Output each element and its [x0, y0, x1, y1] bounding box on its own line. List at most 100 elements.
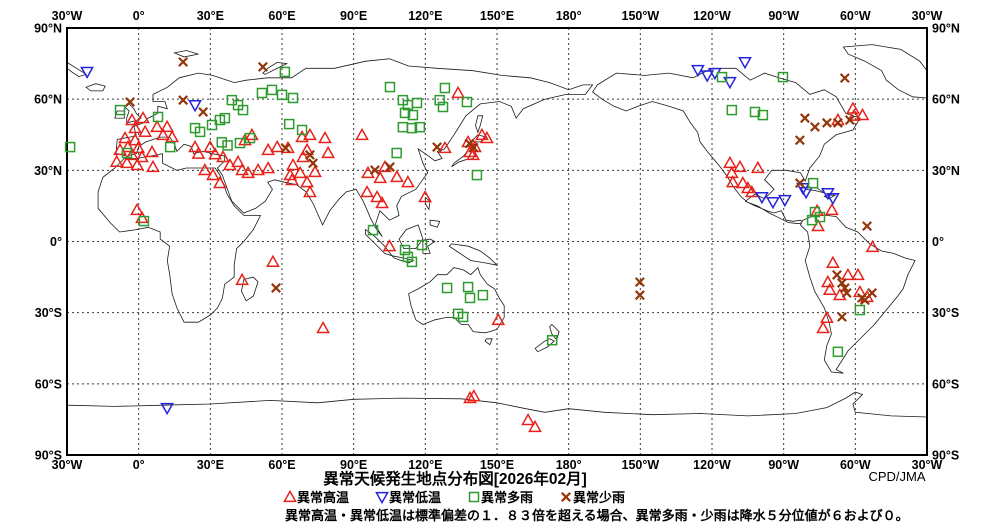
marker-heavy-rain [152, 111, 164, 123]
marker-heavy-rain [138, 215, 150, 227]
lat-tick-label-left: 90°S [35, 449, 62, 463]
marker-high-temp [528, 419, 542, 433]
marker-high-temp [725, 175, 740, 188]
marker-high-temp [370, 190, 384, 203]
lat-tick-label-left: 30°S [35, 306, 62, 320]
marker-high-temp [235, 272, 249, 286]
lon-tick-label-bottom: 90°W [768, 458, 799, 472]
lat-tick-label-right: 90°N [932, 22, 960, 36]
marker-high-temp [825, 202, 839, 216]
marker-high-temp [235, 162, 249, 176]
marker-high-temp [355, 127, 369, 141]
coastline [592, 67, 861, 225]
marker-high-temp [296, 149, 310, 163]
marker-heavy-rain [244, 132, 256, 144]
marker-high-temp [816, 320, 830, 334]
marker-low-rain [257, 61, 268, 72]
marker-heavy-rain [266, 84, 278, 96]
coastline [97, 153, 262, 323]
marker-low-temp [188, 99, 202, 113]
marker-heavy-rain [406, 122, 418, 134]
marker-heavy-rain [399, 244, 411, 256]
marker-heavy-rain [461, 96, 473, 108]
marker-high-temp [208, 147, 222, 160]
anomaly-markers-layer [64, 56, 880, 433]
marker-heavy-rain [121, 147, 133, 159]
lon-tick-label-top: 60°W [840, 9, 871, 23]
marker-high-temp [283, 167, 298, 181]
coastline [66, 62, 88, 78]
marker-low-rain [832, 117, 843, 128]
marker-heavy-rain [287, 92, 299, 104]
marker-high-temp [811, 218, 825, 232]
lon-tick-label-top: 60°E [268, 9, 295, 23]
marker-high-temp [109, 154, 124, 167]
marker-high-temp [270, 139, 285, 153]
legend-symbols [283, 489, 571, 505]
lon-tick-label-bottom: 150°E [480, 458, 514, 472]
marker-low-rain [809, 121, 820, 132]
lat-tick-label-left: 90°N [34, 22, 62, 36]
marker-high-temp [300, 175, 314, 188]
marker-high-temp [251, 162, 265, 176]
marker-high-temp [130, 157, 145, 171]
marker-heavy-rain [471, 169, 483, 181]
marker-high-temp [130, 202, 144, 216]
marker-low-rain [432, 142, 443, 153]
coastline [262, 61, 289, 75]
marker-heavy-rain [777, 71, 789, 83]
marker-high-temp [375, 195, 389, 209]
marker-low-rain [821, 117, 832, 128]
marker-heavy-rain [854, 304, 866, 316]
coastline [429, 219, 441, 228]
lon-tick-label-top: 30°E [197, 9, 224, 23]
lon-tick-label-bottom: 150°W [622, 458, 660, 472]
marker-high-temp [825, 255, 840, 268]
marker-low-rain [867, 287, 878, 298]
marker-low-rain [799, 113, 810, 124]
credit-label: CPD/JMA [868, 469, 925, 484]
lon-tick-label-bottom: 90°E [340, 458, 367, 472]
marker-high-temp [308, 164, 322, 178]
marker-high-temp [300, 142, 314, 156]
marker-high-temp [191, 146, 206, 159]
lat-tick-label-left: 30°N [34, 164, 62, 178]
lon-tick-label-top: 30°W [52, 9, 83, 23]
marker-low-rain [839, 73, 850, 84]
lat-tick-label-right: 90°S [932, 449, 959, 463]
marker-heavy-rain [216, 137, 228, 148]
marker-high-temp [733, 159, 747, 173]
marker-heavy-rain [234, 137, 246, 149]
marker-low-temp [700, 70, 715, 83]
legend-label-cold: 異常低温 [389, 490, 441, 505]
series-low-rain [125, 56, 878, 322]
lon-tick-label-top: 30°W [912, 9, 943, 23]
marker-heavy-rain [164, 141, 176, 153]
marker-high-temp [735, 176, 750, 189]
marker-high-temp [318, 130, 332, 144]
marker-low-rain [369, 165, 380, 176]
marker-heavy-rain [441, 282, 453, 294]
marker-high-temp [475, 127, 489, 141]
marker-high-temp [361, 165, 375, 179]
marker-low-temp [723, 76, 737, 90]
marker-heavy-rain [464, 292, 476, 304]
marker-low-rain [836, 311, 847, 322]
marker-heavy-rain [237, 104, 249, 116]
lat-tick-label-left: 60°N [34, 93, 62, 107]
marker-low-rain [862, 221, 873, 232]
marker-high-temp [136, 111, 150, 124]
marker-high-temp [156, 127, 170, 141]
footnote: 異常高温・異常低温は標準偏差の１．８３倍を超える場合、異常多雨・少雨は降水５分位… [285, 508, 909, 523]
marker-heavy-rain [391, 147, 402, 159]
coastline [173, 50, 199, 58]
marker-high-temp [145, 144, 159, 158]
square-icon [468, 491, 480, 503]
marker-heavy-rain [477, 289, 489, 301]
marker-low-rain [634, 277, 645, 288]
marker-heavy-rain [434, 94, 445, 106]
lon-tick-label-top: 120°E [408, 9, 442, 23]
marker-low-rain [634, 290, 645, 301]
marker-high-temp [285, 172, 299, 186]
